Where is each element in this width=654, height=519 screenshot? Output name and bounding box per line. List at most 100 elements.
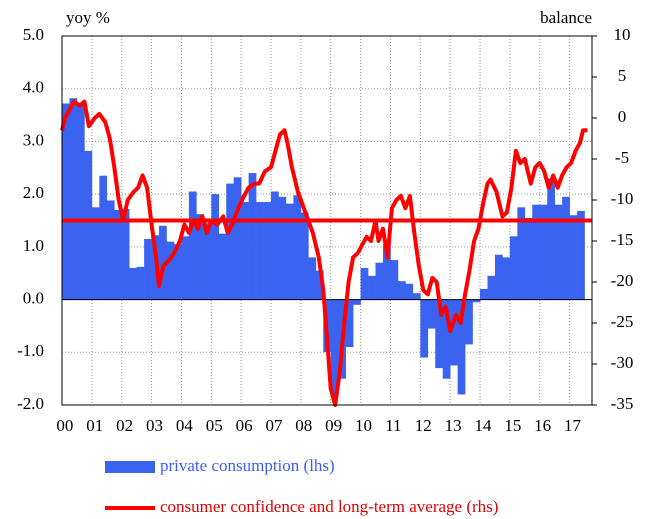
x-tick-label: 04	[176, 416, 194, 435]
bar	[99, 175, 108, 300]
bar	[562, 196, 570, 300]
bar	[69, 98, 78, 300]
bar	[91, 207, 100, 300]
bar	[218, 233, 227, 300]
bar	[203, 223, 212, 300]
bar	[106, 200, 115, 300]
bar	[442, 299, 451, 379]
bar	[368, 275, 376, 300]
bar	[509, 236, 518, 300]
bar	[308, 257, 317, 300]
y-tick-label: -2.0	[17, 394, 44, 413]
bar	[300, 212, 309, 300]
bar	[196, 214, 205, 300]
y-tick-label: 0.0	[23, 288, 44, 307]
bar	[412, 293, 421, 300]
bar	[121, 208, 130, 300]
y-tick-label: 4.0	[23, 78, 44, 97]
x-tick-label: 02	[116, 416, 133, 435]
y2-tick-label: -15	[611, 230, 634, 249]
bar	[539, 204, 548, 300]
bar	[353, 299, 361, 305]
bar	[76, 104, 85, 300]
bar	[278, 196, 287, 300]
bar	[360, 267, 369, 300]
bar	[382, 244, 391, 300]
bar	[345, 299, 354, 348]
bar	[173, 244, 182, 300]
bar	[129, 267, 137, 300]
x-tick-label: 08	[295, 416, 312, 435]
y2-tick-label: -5	[615, 148, 629, 167]
bar	[114, 209, 123, 300]
bar	[226, 183, 234, 300]
bar	[494, 254, 503, 300]
bar	[547, 178, 555, 300]
x-tick-label: 10	[355, 416, 372, 435]
legend-label: private consumption (lhs)	[160, 456, 335, 475]
y2-tick-label: 5	[618, 66, 627, 85]
y2-axis-label: balance	[540, 8, 592, 27]
bar	[502, 257, 511, 300]
y-tick-label: -1.0	[17, 341, 44, 360]
legend-label: consumer confidence and long-term averag…	[160, 497, 498, 516]
bar	[554, 204, 563, 300]
y2-tick-label: -10	[611, 189, 634, 208]
legend-swatch	[105, 461, 155, 473]
bar	[330, 299, 339, 398]
y-axis-label: yoy %	[66, 8, 110, 27]
x-tick-label: 09	[325, 416, 342, 435]
x-tick-label: 11	[385, 416, 401, 435]
bar	[480, 289, 488, 300]
bar	[315, 270, 324, 300]
bar	[188, 191, 197, 300]
bar	[435, 299, 444, 369]
bar	[84, 150, 93, 300]
y-tick-label: 3.0	[23, 130, 44, 149]
bar	[569, 215, 578, 300]
bar	[457, 299, 466, 395]
bar	[248, 173, 257, 300]
bar	[405, 283, 414, 300]
bar	[136, 266, 145, 300]
y2-tick-label: -35	[611, 394, 634, 413]
bar	[390, 260, 399, 300]
bar	[241, 202, 249, 300]
bar	[263, 202, 272, 300]
x-tick-label: 16	[534, 416, 551, 435]
bar	[159, 225, 167, 300]
bar	[532, 204, 541, 300]
plot-border	[61, 35, 593, 406]
bar	[62, 103, 70, 300]
x-tick-label: 03	[146, 416, 163, 435]
y2-tick-label: 0	[618, 107, 627, 126]
x-tick-label: 17	[564, 416, 582, 435]
line	[60, 99, 588, 407]
x-tick-label: 15	[504, 416, 521, 435]
bar	[256, 202, 264, 300]
bar	[427, 299, 436, 329]
bar	[465, 299, 473, 345]
y-tick-label: 5.0	[23, 25, 44, 44]
bar	[450, 299, 458, 366]
bar	[375, 262, 384, 300]
bar	[524, 217, 533, 300]
bar	[577, 211, 585, 300]
x-tick-label: 12	[415, 416, 432, 435]
bar	[271, 191, 279, 300]
x-tick-label: 00	[56, 416, 73, 435]
x-tick-label: 07	[265, 416, 283, 435]
x-tick-label: 13	[445, 416, 462, 435]
y2-tick-label: -25	[611, 312, 634, 331]
x-tick-label: 14	[474, 416, 492, 435]
bar	[181, 236, 190, 300]
bar	[293, 195, 302, 300]
bar	[487, 275, 496, 300]
bar	[233, 177, 242, 300]
x-tick-label: 06	[236, 416, 253, 435]
bar	[211, 194, 220, 300]
bar	[285, 203, 294, 300]
bar	[144, 238, 152, 300]
y2-tick-label: 10	[614, 25, 631, 44]
